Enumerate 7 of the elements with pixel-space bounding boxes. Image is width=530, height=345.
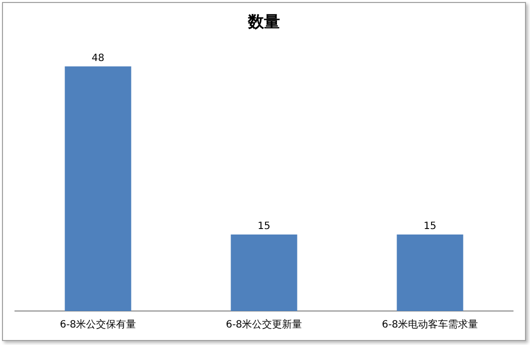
data-label: 15 [424, 221, 436, 232]
data-label: 48 [92, 52, 104, 64]
data-label: 15 [258, 221, 270, 232]
x-tick-label: 6-8米公交更新量 [226, 318, 302, 331]
x-tick-label: 6-8米电动客车需求量 [382, 318, 478, 331]
x-tick-label: 6-8米公交保有量 [60, 318, 136, 331]
chart-title: 数量 [247, 12, 280, 31]
